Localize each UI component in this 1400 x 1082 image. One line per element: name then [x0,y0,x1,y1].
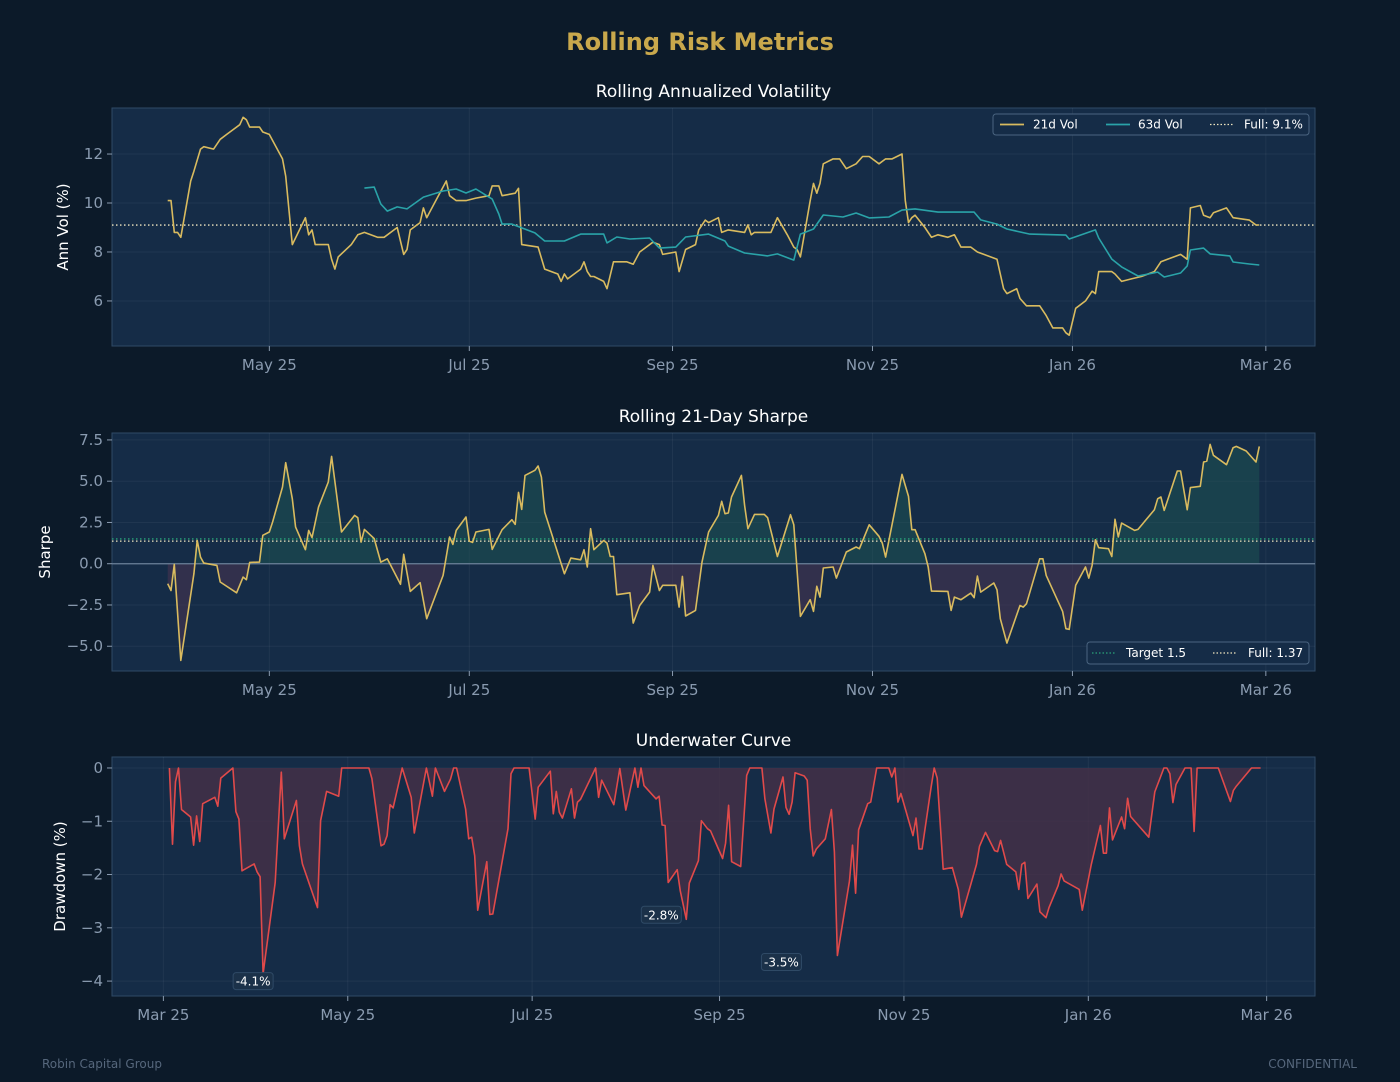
y-tick-label: 12 [84,145,103,163]
x-tick-label: May 25 [320,1006,375,1024]
x-tick-label: Nov 25 [877,1006,930,1024]
x-tick-label: Sep 25 [646,681,698,699]
legend: Target 1.5 Full: 1.37 [1086,641,1310,665]
legend-box [1086,641,1310,665]
annotation-label: -4.1% [236,975,271,989]
y-tick-label: 6 [93,292,103,310]
negative-fill-area [167,563,1093,661]
plot-area [111,432,1316,672]
legend-label: Full: 9.1% [1244,118,1303,132]
x-tick-label: Nov 25 [846,681,899,699]
x-tick-label: Mar 26 [1240,681,1292,699]
panel-2: May 25 Jul 25 Sep 25 Nov 25 Jan 26 Mar 26 −5.0… [36,407,1316,699]
legend-label: 21d Vol [1033,118,1078,132]
annotation-box [760,953,802,972]
legend-label: Full: 1.37 [1248,646,1303,660]
drawdown-fill-area [169,767,1261,974]
y-tick-label: 7.5 [79,431,103,449]
y-tick-label: −5.0 [67,637,103,655]
annotation-label: -2.8% [644,908,679,922]
plot-area [111,107,1316,347]
legend: 21d Vol 63d Vol Full: 9.1% [992,113,1310,136]
x-tick-label: Sep 25 [693,1006,745,1024]
x-tick-label: Jan 26 [1048,681,1096,699]
drawdown-annotation: -2.8% [640,905,682,924]
footer-company: Robin Capital Group [42,1057,162,1071]
y-tick-label: 0 [93,759,103,777]
plot-content [168,767,1261,975]
series-line-0 [168,767,1261,975]
drawdown-annotation: -3.5% [760,953,802,972]
x-tick-label: Mar 26 [1240,356,1292,374]
footer-confidential: CONFIDENTIAL [1268,1057,1357,1071]
legend-label: Target 1.5 [1125,646,1186,660]
legend-box [992,113,1310,136]
x-tick-label: Jul 25 [510,1006,553,1024]
x-tick-label: Sep 25 [646,356,698,374]
y-tick-label: −1 [81,812,103,830]
panel-title: Rolling Annualized Volatility [596,82,831,102]
positive-fill-area [167,444,1260,564]
y-tick-label: −2 [81,866,103,884]
y-tick-label: −2.5 [67,596,103,614]
annotation-label: -3.5% [764,956,799,970]
y-tick-label: −3 [81,919,103,937]
x-tick-label: Mar 25 [137,1006,189,1024]
y-tick-label: 0.0 [79,555,103,573]
x-tick-label: May 25 [242,356,297,374]
figure-title: Rolling Risk Metrics [566,28,834,56]
panel-title: Underwater Curve [636,731,791,751]
x-tick-label: Jan 26 [1048,356,1096,374]
x-tick-label: Jul 25 [447,681,490,699]
x-tick-label: Jul 25 [447,356,490,374]
x-tick-label: Mar 26 [1241,1006,1293,1024]
annotation-box [640,905,682,924]
y-tick-label: 2.5 [79,513,103,531]
y-tick-label: 8 [93,243,103,261]
legend-label: 63d Vol [1138,118,1183,132]
annotation-box [232,972,274,991]
plot-content [112,443,1315,662]
y-tick-label: 5.0 [79,472,103,490]
y-axis-label: Sharpe [36,525,54,578]
x-tick-label: Jan 26 [1064,1006,1112,1024]
panel-1: May 25 Jul 25 Sep 25 Nov 25 Jan 26 Mar 26 6 8 10… [54,82,1316,374]
drawdown-annotation: -4.1% [232,972,274,991]
x-tick-label: May 25 [242,681,297,699]
y-axis-label: Ann Vol (%) [54,183,72,270]
plot-content [112,116,1315,336]
y-tick-label: 10 [84,194,103,212]
y-tick-label: −4 [81,972,103,990]
series-line-0 [166,443,1261,662]
panel-3: Mar 25 May 25 Jul 25 Sep 25 Nov 25 Jan 26 Mar … [51,731,1316,1024]
series-line-21d-vol [167,116,1260,336]
x-tick-label: Nov 25 [846,356,899,374]
y-axis-label: Drawdown (%) [51,821,69,931]
panel-title: Rolling 21-Day Sharpe [619,407,809,427]
